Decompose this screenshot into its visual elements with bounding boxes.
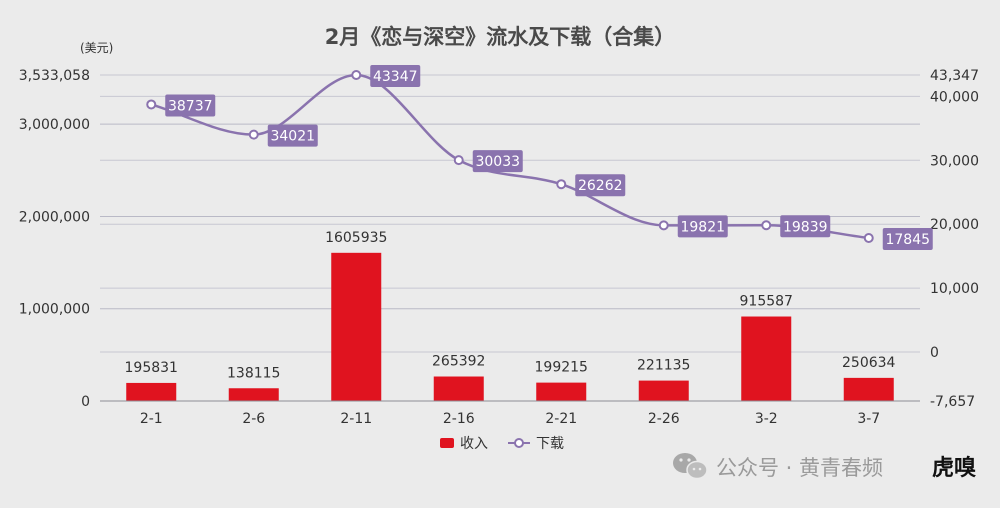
line-marker[interactable] [453, 155, 464, 166]
bar-revenue[interactable] [638, 380, 689, 401]
legend-swatch-revenue[interactable] [440, 438, 454, 448]
bar-revenue[interactable] [843, 377, 894, 401]
x-tick-label: 3-2 [755, 411, 778, 427]
left-tick-label: 0 [81, 394, 90, 410]
right-tick-label: 40,000 [930, 89, 979, 105]
line-value-box [472, 150, 523, 173]
line-marker[interactable] [863, 233, 874, 243]
x-tick-label: 2-6 [242, 411, 265, 427]
line-value-box [677, 215, 728, 238]
bar-revenue[interactable] [741, 316, 792, 401]
right-axis: -7,657 0 10,000 20,000 30,000 40,000 43,347 [930, 68, 979, 410]
left-axis-unit: (美元) [80, 41, 113, 55]
right-tick-label: 10,000 [930, 281, 979, 297]
line-value-box [882, 228, 933, 250]
left-tick-label: 2,000,000 [19, 209, 90, 225]
line-value-box [780, 215, 831, 238]
watermark: 公众号 · 黄青春频 虎嗅 [673, 448, 978, 484]
watermark-text: 公众号 · 黄青春频 [716, 456, 883, 480]
right-tick-label: 30,000 [930, 153, 979, 169]
line-value-label: 17845 [885, 232, 930, 248]
watermark-logo: 虎嗅 [932, 455, 976, 481]
wechat-icon [673, 453, 708, 480]
line-value-label: 19821 [680, 219, 725, 235]
left-tick-label: 3,000,000 [19, 117, 90, 133]
line-marker[interactable] [146, 99, 157, 110]
line-value-box [575, 174, 626, 197]
line-marker[interactable] [248, 129, 259, 140]
right-tick-label: 20,000 [930, 217, 979, 233]
left-tick-label: 1,000,000 [19, 302, 90, 318]
bar-revenue[interactable] [228, 388, 279, 401]
legend-marker-downloads[interactable] [514, 438, 524, 448]
bar-value-label: 265392 [432, 354, 485, 370]
bar-value-label: 138115 [227, 365, 280, 381]
x-tick-label: 3-7 [857, 411, 880, 427]
x-tick-label: 2-1 [140, 411, 163, 427]
line-series: 38737 34021 43347 30033 26262 19821 19839 17845 [146, 65, 933, 250]
bar-series: 195831 138115 1605935 265392 199215 221135 915… [125, 230, 896, 401]
right-tick-label: 43,347 [930, 68, 979, 84]
chart-title: 2月《恋与深空》流水及下载（合集） [325, 25, 676, 49]
left-tick-label: 3,533,058 [19, 68, 90, 84]
legend-label-downloads[interactable]: 下载 [536, 436, 564, 452]
bar-revenue[interactable] [126, 382, 177, 401]
bar-value-label: 195831 [125, 360, 178, 376]
gridlines [100, 74, 920, 402]
right-tick-label: -7,657 [930, 394, 975, 410]
x-axis: 2-1 2-6 2-11 2-16 2-21 2-26 3-2 3-7 [100, 400, 920, 427]
line-value-label: 34021 [270, 129, 315, 145]
x-tick-label: 2-16 [443, 411, 475, 427]
line-value-box [267, 124, 318, 147]
line-marker[interactable] [351, 70, 362, 80]
bar-value-label: 250634 [842, 355, 896, 371]
line-value-box [370, 65, 421, 87]
x-tick-label: 2-26 [648, 411, 680, 427]
line-marker[interactable] [761, 220, 772, 231]
bar-value-label: 221135 [637, 358, 690, 374]
line-value-label: 30033 [475, 154, 520, 170]
bar-value-label: 1605935 [325, 230, 387, 246]
line-value-label: 43347 [373, 69, 418, 85]
x-tick-label: 2-11 [340, 411, 372, 427]
legend-label-revenue[interactable]: 收入 [460, 436, 488, 452]
line-value-box [165, 94, 216, 117]
right-tick-label: 0 [930, 345, 939, 361]
line-value-label: 38737 [168, 98, 213, 114]
bar-revenue[interactable] [331, 252, 382, 401]
line-value-label: 26262 [578, 178, 623, 194]
line-value-label: 19839 [783, 219, 828, 235]
x-tick-label: 2-21 [545, 411, 577, 427]
bar-revenue[interactable] [536, 382, 587, 401]
bar-value-label: 199215 [535, 360, 588, 376]
left-axis: 0 1,000,000 2,000,000 3,000,000 3,533,058 [19, 68, 90, 410]
legend[interactable]: 收入 下载 [440, 436, 564, 452]
line-marker[interactable] [556, 179, 567, 190]
bar-revenue[interactable] [433, 376, 484, 401]
bar-value-label: 915587 [740, 294, 793, 310]
line-marker[interactable] [658, 220, 669, 231]
